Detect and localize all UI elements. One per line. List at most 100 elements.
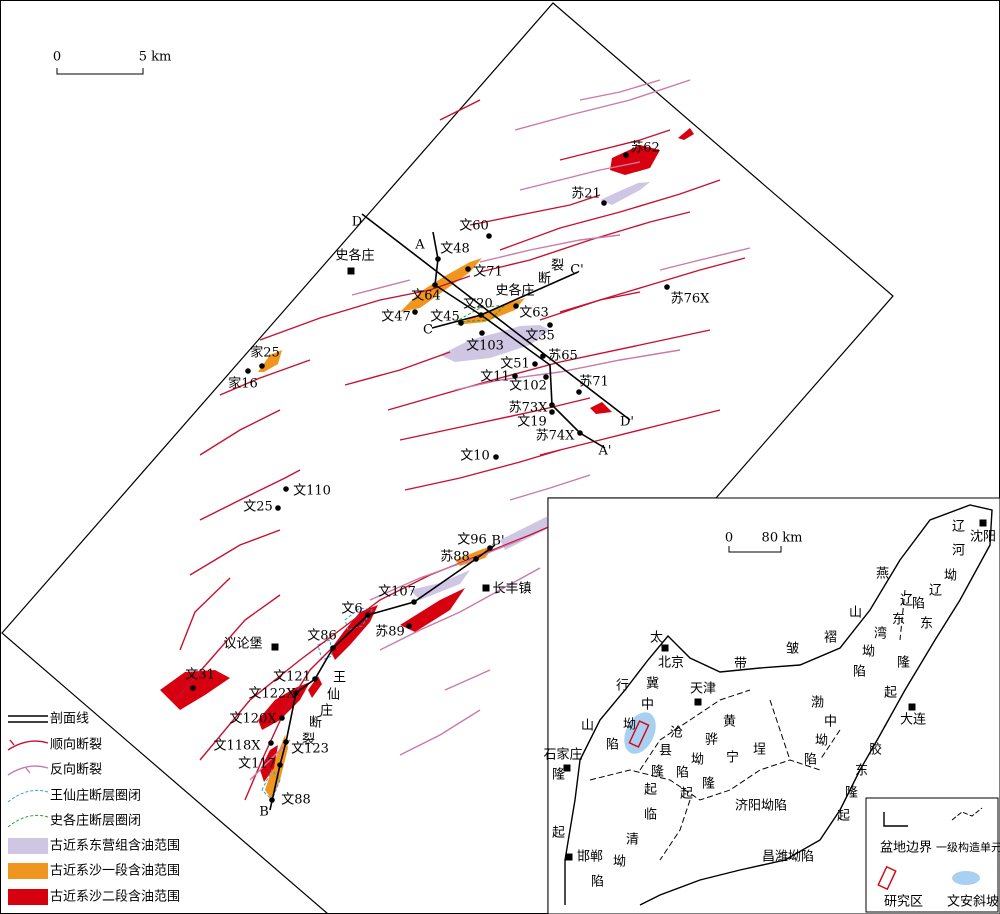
well xyxy=(435,256,441,262)
well xyxy=(275,505,281,511)
basin-boundary xyxy=(564,504,993,906)
well-label: 文31 xyxy=(185,668,215,683)
well xyxy=(411,599,417,605)
well xyxy=(473,556,479,562)
well xyxy=(279,715,285,721)
well xyxy=(283,739,289,745)
legend-swatch xyxy=(7,814,49,828)
well-label: 文25 xyxy=(243,500,273,515)
well-label: 文47 xyxy=(381,310,411,325)
well-label: 文110 xyxy=(293,484,331,499)
legend-label: 剖面线 xyxy=(50,712,89,727)
inset-scale-zero: 0 xyxy=(725,531,733,546)
inset-scale-length: 80 km xyxy=(762,531,803,546)
city xyxy=(563,764,571,772)
well-label: 文35 xyxy=(525,329,555,344)
city-label: 天津 xyxy=(690,682,716,697)
well-label: 文6 xyxy=(341,602,362,617)
legend-label: 顺向断裂 xyxy=(50,737,102,753)
well xyxy=(269,797,275,803)
well-label: 文86 xyxy=(307,629,337,644)
well-label: 文117 xyxy=(238,757,276,772)
well xyxy=(330,645,336,651)
traps xyxy=(261,304,507,801)
inset-legend-label: 研究区 xyxy=(884,895,923,910)
well xyxy=(365,612,371,618)
inset xyxy=(547,497,1000,914)
well xyxy=(493,454,499,460)
well-label: 苏62 xyxy=(630,140,660,156)
well xyxy=(277,762,283,768)
inset-legend-label: 盆地边界 xyxy=(880,841,932,856)
scale-bar xyxy=(56,68,144,75)
well-label: 文64 xyxy=(411,289,441,304)
legend-label: 王仙庄断层圈闭 xyxy=(50,788,141,804)
city xyxy=(694,698,702,706)
well xyxy=(512,373,518,379)
scale-length: 5 km xyxy=(139,50,172,65)
oil-dongying xyxy=(410,182,650,600)
study-area xyxy=(628,720,650,748)
well-label: 苏88 xyxy=(440,549,470,565)
inset-legend-label: 一级构造单元分界线 xyxy=(936,840,1000,854)
section-end-label: C' xyxy=(570,263,584,278)
well xyxy=(245,368,251,374)
well xyxy=(478,312,484,318)
well xyxy=(532,361,538,367)
faults-normal xyxy=(174,99,746,801)
well xyxy=(479,330,485,336)
well-label: 苏89 xyxy=(375,624,405,640)
section-end-label: A' xyxy=(598,444,612,459)
well-label: 文71 xyxy=(473,265,503,280)
well xyxy=(549,409,555,415)
unit-boundaries xyxy=(589,589,906,861)
faults-reverse xyxy=(249,79,751,781)
well xyxy=(312,676,318,682)
well xyxy=(549,402,555,408)
well xyxy=(486,233,492,239)
well-label: 文11 xyxy=(480,370,510,385)
well-label: 文10 xyxy=(460,449,490,464)
well xyxy=(293,690,299,696)
well-label: 苏71 xyxy=(579,374,609,390)
city xyxy=(979,519,987,527)
town-label: 史各庄 xyxy=(335,248,374,264)
well xyxy=(601,200,607,206)
town-label: 长丰镇 xyxy=(492,582,531,597)
well-label: 文123 xyxy=(291,742,329,757)
well-label: 文20 xyxy=(463,297,493,312)
legend-label: 古近系沙一段含油范围 xyxy=(50,863,180,879)
section-end-label: B' xyxy=(491,534,504,549)
unit-label: 济阳坳陷 xyxy=(735,799,787,814)
well xyxy=(540,353,546,359)
section-lines xyxy=(269,213,631,811)
legend-swatch xyxy=(8,889,48,905)
city xyxy=(661,644,669,652)
legend-label: 古近系东营组含油范围 xyxy=(50,838,180,854)
well-label: 文63 xyxy=(519,306,549,321)
legend-swatch xyxy=(7,789,49,803)
well-label: 文102 xyxy=(509,379,547,394)
section-end-label: D xyxy=(352,215,362,230)
fault-name: 史各庄 xyxy=(495,283,534,299)
inset-legend-box xyxy=(865,797,999,913)
section-end-label: A xyxy=(414,238,425,253)
well xyxy=(664,284,670,290)
scale-zero: 0 xyxy=(53,50,61,65)
town xyxy=(482,584,490,592)
well xyxy=(543,374,549,380)
map-area xyxy=(1,2,894,914)
legend-label: 反向断裂 xyxy=(50,762,102,778)
well xyxy=(458,320,464,326)
well xyxy=(268,740,274,746)
well-label: 苏76X xyxy=(671,291,711,307)
legend-label: 古近系沙二段含油范围 xyxy=(50,889,180,905)
section-end-label: D' xyxy=(620,415,634,430)
well-label: 文122X xyxy=(248,687,296,702)
city-label: 邯郸 xyxy=(577,850,603,865)
well xyxy=(406,623,412,629)
section-end-label: B xyxy=(259,805,269,820)
well xyxy=(547,322,553,328)
well-label: 文48 xyxy=(440,242,470,257)
well xyxy=(487,545,493,551)
